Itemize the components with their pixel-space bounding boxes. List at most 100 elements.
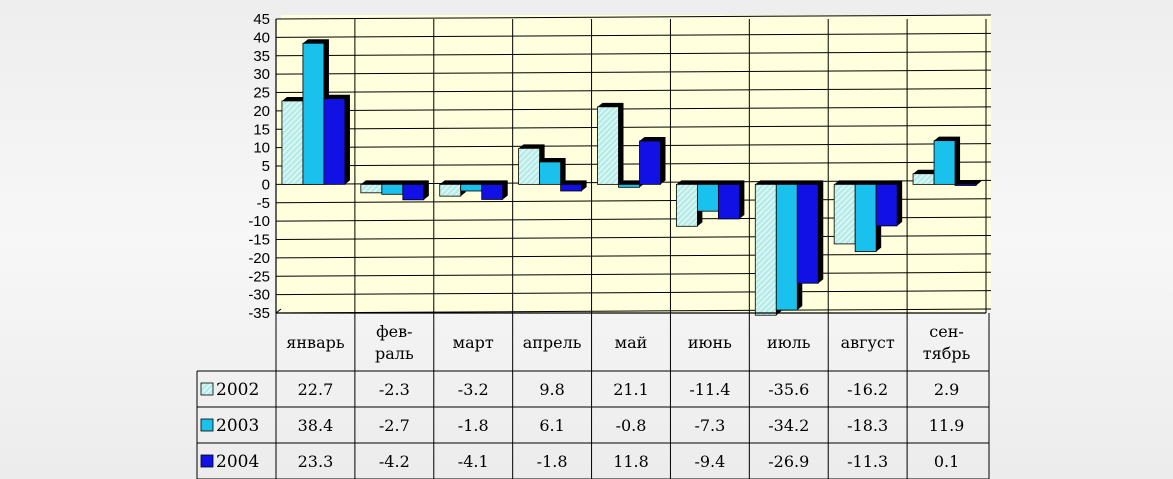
bar-3d-face bbox=[460, 180, 487, 191]
table-cell: -9.4 bbox=[694, 452, 725, 471]
table-cell: -1.8 bbox=[458, 416, 489, 435]
gridline bbox=[275, 308, 992, 314]
table-cell: -11.4 bbox=[689, 380, 730, 399]
category-label: август bbox=[841, 333, 895, 352]
plot-area bbox=[276, 19, 986, 313]
bar bbox=[460, 183, 483, 192]
bar bbox=[875, 183, 898, 227]
table-cell: -2.3 bbox=[379, 380, 410, 399]
legend-key bbox=[200, 454, 214, 468]
bar bbox=[854, 183, 877, 253]
category-label: сен- bbox=[929, 322, 964, 341]
table-cell: 38.4 bbox=[298, 416, 334, 435]
y-tick-label: 40 bbox=[253, 29, 270, 46]
y-tick-label: 20 bbox=[253, 103, 270, 120]
legend-entry: 2003 bbox=[216, 416, 259, 436]
table-cell: 6.1 bbox=[539, 416, 564, 435]
bar-3d-face bbox=[539, 157, 566, 185]
gridline bbox=[275, 69, 992, 75]
category-label: раль bbox=[375, 344, 414, 363]
category-label: июль bbox=[767, 333, 811, 352]
bar-3d-face bbox=[934, 136, 961, 185]
table-cell: -26.9 bbox=[768, 452, 809, 471]
bar bbox=[912, 173, 935, 185]
bar-3d-face bbox=[797, 180, 824, 284]
bar bbox=[381, 183, 404, 195]
bar-3d-face bbox=[381, 180, 408, 195]
bar-3d-face bbox=[618, 180, 645, 188]
bar bbox=[323, 98, 346, 185]
bar bbox=[675, 183, 698, 227]
table-cell: 11.8 bbox=[613, 452, 649, 471]
gridline bbox=[275, 161, 992, 167]
bar bbox=[696, 183, 719, 212]
category-label: фев- bbox=[376, 322, 412, 341]
bar-3d-face bbox=[639, 137, 666, 185]
category-label: январь bbox=[286, 333, 345, 352]
bar bbox=[933, 140, 956, 185]
y-tick-label: -30 bbox=[248, 287, 270, 304]
table-cell: -3.2 bbox=[458, 380, 489, 399]
bar bbox=[518, 147, 541, 185]
bar bbox=[639, 140, 661, 185]
bar bbox=[796, 183, 819, 284]
table-cell: -18.3 bbox=[847, 416, 888, 435]
table-cell: 22.7 bbox=[298, 380, 334, 399]
y-tick-label: -10 bbox=[248, 213, 270, 230]
table-cell: -34.2 bbox=[768, 416, 809, 435]
table-cell: 11.9 bbox=[929, 416, 965, 435]
category-label: март bbox=[453, 333, 494, 352]
table-cell: -1.8 bbox=[537, 452, 568, 471]
table-cell: -0.8 bbox=[616, 416, 647, 435]
gridline bbox=[275, 143, 992, 149]
y-tick-label: 45 bbox=[253, 11, 270, 28]
table-cell: -35.6 bbox=[768, 380, 809, 399]
bar bbox=[597, 106, 619, 185]
gridline bbox=[275, 271, 992, 277]
table-cell: -11.3 bbox=[847, 452, 888, 471]
table-cell: 21.1 bbox=[613, 380, 649, 399]
table-cell: -16.2 bbox=[847, 380, 888, 399]
gridline bbox=[275, 106, 992, 112]
bar-3d-face bbox=[876, 180, 903, 226]
bar bbox=[539, 161, 562, 185]
gridline bbox=[275, 253, 992, 259]
y-tick-label: 30 bbox=[253, 66, 270, 83]
bar bbox=[775, 183, 798, 311]
category-label: май bbox=[615, 333, 648, 352]
y-tick-label: 0 bbox=[262, 176, 270, 193]
table-cell: 0.1 bbox=[934, 452, 959, 471]
table-cell: -4.1 bbox=[458, 452, 489, 471]
table-cell: -4.2 bbox=[379, 452, 410, 471]
bar bbox=[402, 183, 425, 201]
bar bbox=[439, 183, 462, 197]
legend-key bbox=[200, 418, 214, 432]
gridline bbox=[275, 124, 992, 130]
bar bbox=[833, 183, 856, 245]
bar-3d-face bbox=[560, 180, 587, 191]
gridline bbox=[275, 290, 992, 296]
table-cell: 9.8 bbox=[539, 380, 564, 399]
gridline bbox=[275, 32, 992, 38]
category-label: тябрь bbox=[923, 344, 971, 363]
table-cell: -7.3 bbox=[694, 416, 725, 435]
legend-entry: 2002 bbox=[216, 380, 259, 400]
y-tick-label: -15 bbox=[248, 232, 270, 249]
table-cell: 2.9 bbox=[934, 380, 959, 399]
bar bbox=[717, 183, 740, 220]
y-tick-label: 25 bbox=[253, 85, 270, 102]
y-tick-label: 35 bbox=[253, 48, 270, 65]
bar bbox=[302, 42, 325, 185]
category-label: апрель bbox=[523, 333, 582, 352]
bar bbox=[954, 183, 977, 186]
y-tick-label: -20 bbox=[248, 250, 270, 267]
gridline bbox=[275, 88, 992, 93]
gridline bbox=[275, 14, 992, 20]
bar-3d-face bbox=[597, 102, 624, 185]
y-tick-label: -5 bbox=[257, 195, 270, 212]
bar bbox=[754, 183, 777, 316]
legend-entry: 2004 bbox=[216, 452, 259, 472]
bar bbox=[360, 183, 383, 194]
